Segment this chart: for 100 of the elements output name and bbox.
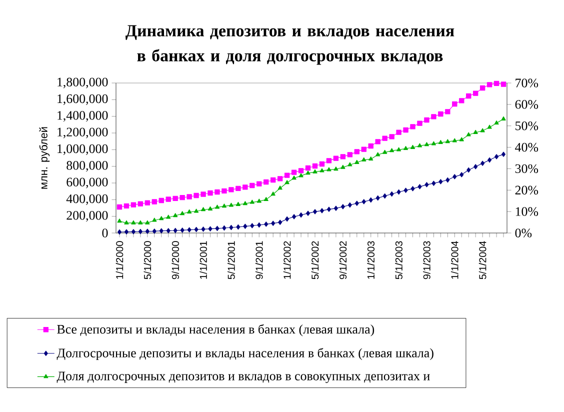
- point: [403, 127, 408, 133]
- point: [131, 220, 136, 224]
- point: [474, 164, 478, 170]
- point: [250, 200, 254, 204]
- point: [480, 128, 485, 132]
- point: [278, 220, 282, 225]
- point: [305, 165, 311, 171]
- point: [410, 186, 415, 192]
- point: [438, 179, 443, 184]
- point: [215, 226, 220, 232]
- point: [131, 229, 136, 234]
- point: [187, 227, 192, 232]
- point: [460, 172, 464, 178]
- x-tick-label: 5/1/2003: [395, 241, 402, 280]
- point: [277, 176, 283, 182]
- point: [319, 161, 325, 167]
- y2-tick-label: 40%: [515, 142, 538, 152]
- point: [284, 172, 290, 178]
- point: [159, 228, 164, 234]
- point: [117, 218, 122, 223]
- point: [424, 117, 430, 123]
- point: [236, 224, 240, 230]
- point: [348, 162, 352, 166]
- point: [152, 228, 156, 234]
- point: [264, 222, 268, 227]
- point: [200, 192, 206, 197]
- point: [250, 223, 254, 228]
- y2-tick-label: 70%: [516, 78, 538, 88]
- point: [396, 189, 401, 195]
- point: [494, 80, 500, 86]
- x-tick-label: 1/1/2003: [367, 241, 375, 279]
- point: [390, 191, 394, 197]
- point: [201, 226, 206, 232]
- x-tick-label: 1/1/2001: [200, 241, 207, 279]
- point: [466, 167, 471, 173]
- point: [130, 202, 136, 208]
- legend-label: Долгосрочные депозиты и вклады населения в банках (левая шкала): [56, 348, 434, 360]
- y-tick-label: 1,400,000: [58, 111, 108, 122]
- point: [152, 218, 157, 222]
- point: [312, 163, 318, 169]
- point: [291, 170, 297, 175]
- point: [376, 152, 380, 156]
- point: [424, 182, 429, 188]
- point: [256, 181, 262, 186]
- point: [236, 186, 241, 192]
- point: [159, 216, 164, 220]
- x-tick-label: 9/1/2002: [339, 241, 347, 280]
- point: [278, 186, 282, 190]
- point: [500, 82, 506, 87]
- point: [292, 214, 296, 220]
- point: [116, 204, 122, 210]
- point: [501, 116, 506, 120]
- point: [180, 211, 185, 216]
- point: [292, 176, 296, 180]
- point: [256, 198, 262, 203]
- y-tick-label: 800,000: [66, 161, 108, 172]
- point: [354, 160, 360, 164]
- point: [466, 132, 471, 136]
- point: [362, 199, 366, 204]
- point: [312, 209, 318, 214]
- point: [166, 196, 171, 202]
- point: [186, 194, 192, 200]
- point: [306, 170, 310, 175]
- point: [480, 160, 485, 166]
- point: [501, 152, 506, 157]
- point: [390, 148, 394, 152]
- x-tick-label: 5/1/2004: [478, 241, 486, 280]
- point: [452, 138, 457, 142]
- point: [172, 196, 178, 202]
- x-tick-label: 9/1/2001: [255, 241, 263, 280]
- point: [354, 149, 360, 154]
- point: [257, 222, 262, 228]
- point: [396, 130, 402, 135]
- point: [284, 180, 290, 184]
- point: [466, 93, 472, 99]
- x-tick-label: 9/1/2003: [423, 241, 430, 280]
- point: [326, 167, 332, 172]
- point: [438, 140, 443, 144]
- point: [361, 146, 366, 152]
- point: [368, 143, 374, 149]
- point: [208, 206, 213, 210]
- x-tick-label: 5/1/2001: [228, 241, 235, 280]
- y-tick-label: 1,200,000: [58, 128, 108, 138]
- point: [166, 214, 171, 219]
- x-tick-label: 1/1/2002: [283, 241, 291, 279]
- y2-tick-label: 0%: [515, 228, 532, 238]
- point: [201, 207, 206, 212]
- point: [236, 202, 240, 206]
- x-tick-label: 5/1/2002: [311, 241, 319, 280]
- point: [326, 158, 332, 164]
- point: [410, 124, 416, 130]
- point: [487, 124, 492, 129]
- point: [445, 139, 450, 144]
- point: [334, 206, 338, 211]
- y-tick-label: 1,800,000: [58, 78, 108, 88]
- point: [138, 220, 143, 224]
- point: [354, 200, 359, 206]
- point: [382, 136, 388, 141]
- point: [410, 144, 416, 149]
- point: [194, 192, 199, 198]
